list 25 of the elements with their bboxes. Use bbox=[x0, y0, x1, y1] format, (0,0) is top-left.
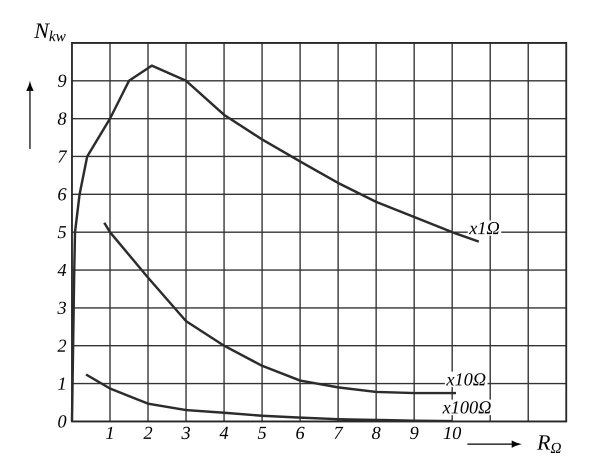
y-tick-label: 1 bbox=[58, 378, 65, 390]
series-label: x100Ω bbox=[442, 401, 491, 414]
y-tick-label: 6 bbox=[58, 188, 67, 201]
x-tick-label: 9 bbox=[410, 427, 418, 440]
y-axis-title: N$_{kw}$ bbox=[34, 24, 66, 42]
y-tick-label: 5 bbox=[58, 226, 66, 238]
y-tick-label: 4 bbox=[57, 264, 66, 276]
y-tick-label: 9 bbox=[58, 74, 66, 88]
x-tick-label: 3 bbox=[181, 427, 190, 440]
x-tick-label: 8 bbox=[372, 427, 381, 440]
series-label: x10Ω bbox=[446, 373, 486, 386]
x-tick-label: 10 bbox=[444, 427, 462, 440]
y-tick-label: 2 bbox=[57, 340, 66, 352]
x-tick-label: 4 bbox=[220, 427, 228, 440]
y-tick-label: 3 bbox=[57, 302, 66, 314]
x-tick-label: 7 bbox=[334, 427, 344, 439]
x-tick-label: 2 bbox=[143, 427, 152, 440]
y-tick-label: 0 bbox=[58, 415, 66, 428]
y-tick-label: 7 bbox=[58, 150, 68, 163]
y-tick-label: 8 bbox=[58, 112, 66, 125]
x-axis-title: R$_{Ω}$ bbox=[536, 436, 561, 454]
x-tick-label: 5 bbox=[258, 427, 266, 440]
series-label: x1Ω bbox=[469, 222, 500, 234]
x-tick-label: 1 bbox=[106, 427, 113, 440]
x-tick-label: 6 bbox=[296, 427, 305, 440]
